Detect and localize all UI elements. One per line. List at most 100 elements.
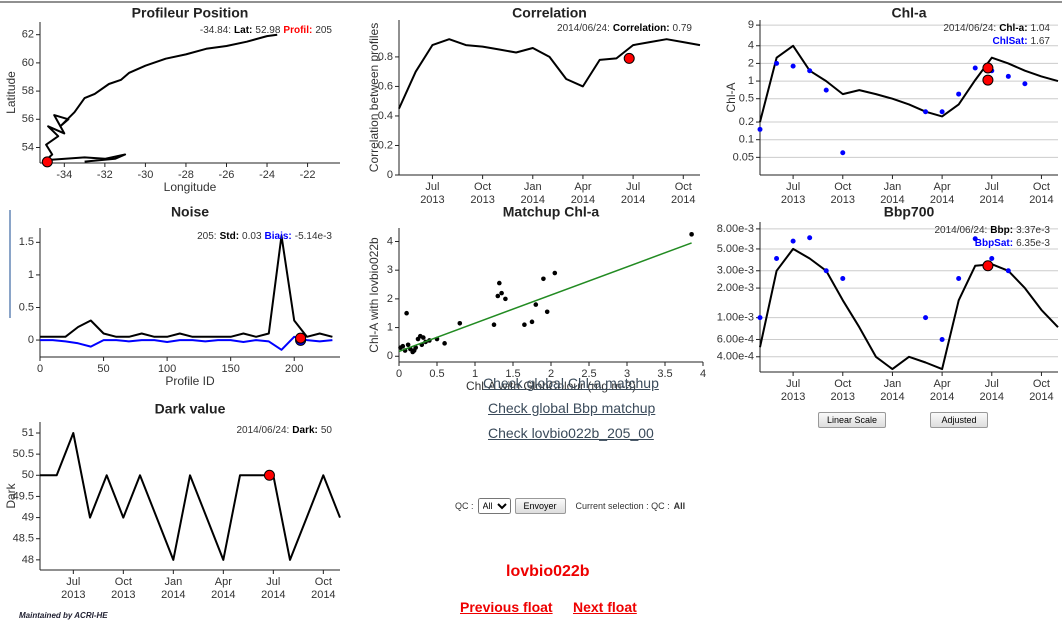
annotation: 2014/06/24: Chl-a: 1.04	[943, 23, 1050, 34]
highlight-point	[295, 332, 307, 344]
y-tick-label: 50.5	[13, 448, 34, 460]
x-axis-label: Profile ID	[165, 374, 215, 388]
y-tick-label: 1	[387, 321, 393, 333]
x-tick-label: -22	[300, 169, 316, 181]
y-axis-label: Correlation between profiles	[367, 23, 381, 172]
y-axis-label: Chl-A with lovbio022b	[367, 237, 381, 353]
scale-button[interactable]: Linear Scale	[818, 412, 887, 428]
point	[840, 276, 846, 282]
highlight-point	[982, 62, 994, 74]
line	[759, 247, 1059, 371]
y-tick-label: 0	[387, 169, 393, 181]
y-tick-label: 51	[22, 427, 34, 439]
link[interactable]: Check global Chl-a matchup	[483, 375, 659, 391]
line	[40, 335, 333, 351]
point	[774, 60, 780, 66]
x-tick-label: Jul 2014	[980, 181, 1004, 206]
x-tick-label: Jan 2014	[880, 181, 904, 206]
adjusted-button[interactable]: Adjusted	[930, 412, 988, 428]
point	[499, 290, 504, 296]
next-link[interactable]: Next float	[573, 599, 637, 615]
y-tick-label: 50	[22, 469, 34, 481]
annotation-part: Dark:	[292, 425, 318, 436]
annotation: -34.84: Lat: 52.98 Profil: 205	[200, 25, 333, 36]
point	[972, 236, 978, 242]
point	[757, 315, 763, 321]
x-tick-label: -26	[219, 169, 235, 181]
y-tick-label: 9	[748, 19, 754, 31]
annotation: 2014/06/24: Dark: 50	[236, 425, 332, 436]
point	[529, 319, 535, 325]
annotation-part: 52.98	[255, 25, 280, 36]
line	[40, 234, 333, 338]
point	[823, 268, 829, 274]
annotation-part: Bbp:	[990, 225, 1013, 236]
point	[541, 276, 546, 282]
annotation-part: -34.84:	[200, 25, 231, 36]
annotation-part: 205:	[197, 231, 216, 242]
point	[972, 65, 978, 71]
x-tick-label: 1.5	[505, 368, 520, 380]
y-tick-label: 0.5	[739, 93, 754, 105]
annotation-part: 205	[315, 25, 332, 36]
point	[790, 238, 796, 244]
x-tick-label: 0	[37, 363, 43, 375]
x-tick-label: Jul 2014	[621, 181, 645, 206]
point	[956, 91, 962, 97]
y-tick-label: 1.00e-3	[717, 312, 754, 324]
y-tick-label: 1	[28, 269, 34, 281]
prev-link[interactable]: Previous float	[460, 599, 553, 615]
x-tick-label: 2	[548, 368, 554, 380]
link[interactable]: Check lovbio022b_205_00	[488, 425, 654, 441]
point	[939, 336, 945, 342]
point	[491, 322, 497, 327]
x-tick-label: Oct 2014	[311, 576, 335, 601]
point	[1005, 268, 1011, 274]
annotation-part: Biais:	[265, 231, 292, 242]
x-tick-label: -34	[56, 169, 72, 181]
point	[823, 87, 829, 93]
highlight-point	[982, 74, 994, 86]
y-tick-label: 0.2	[378, 139, 393, 151]
x-tick-label: Apr 2014	[571, 181, 595, 206]
x-tick-label: 1	[472, 368, 478, 380]
link[interactable]: Check global Bbp matchup	[488, 400, 656, 416]
y-tick-label: 5.00e-3	[717, 243, 754, 255]
x-tick-label: 200	[285, 363, 303, 375]
x-tick-label: Oct 2013	[831, 181, 855, 206]
x-tick-label: Apr 2014	[930, 181, 954, 206]
submit-button[interactable]: Envoyer	[514, 498, 566, 514]
point	[1005, 73, 1011, 79]
point	[503, 296, 508, 302]
x-tick-label: Jul 2013	[61, 576, 85, 601]
x-tick-label: Jul 2013	[781, 378, 805, 403]
annotation-part: 1.67	[1031, 36, 1051, 47]
line	[398, 38, 701, 110]
point	[807, 68, 813, 74]
point	[533, 302, 539, 307]
qc-select[interactable]: All	[477, 498, 511, 514]
y-tick-label: 62	[22, 29, 34, 41]
annotation-part: Profil:	[283, 25, 312, 36]
chart-title: Bbp700	[884, 204, 935, 220]
x-tick-label: 3	[624, 368, 630, 380]
x-tick-label: -30	[137, 169, 153, 181]
x-tick-label: Oct 2013	[111, 576, 135, 601]
y-tick-label: 0.8	[378, 51, 393, 63]
y-tick-label: 54	[22, 141, 34, 153]
annotation-part: 2014/06/24:	[236, 425, 289, 436]
x-tick-label: -28	[178, 169, 194, 181]
point	[421, 335, 426, 340]
y-tick-label: 2.00e-3	[717, 282, 754, 294]
x-tick-label: 2.5	[581, 368, 596, 380]
annotation-part: Std:	[220, 231, 239, 242]
x-tick-label: -24	[259, 169, 275, 181]
y-tick-label: 0.1	[739, 134, 754, 146]
point	[989, 255, 995, 261]
y-tick-label: 0.2	[739, 116, 754, 128]
annotation-part: ChlSat:	[993, 36, 1028, 47]
y-tick-label: 1.5	[19, 236, 34, 248]
point	[544, 309, 550, 315]
point	[923, 109, 929, 115]
